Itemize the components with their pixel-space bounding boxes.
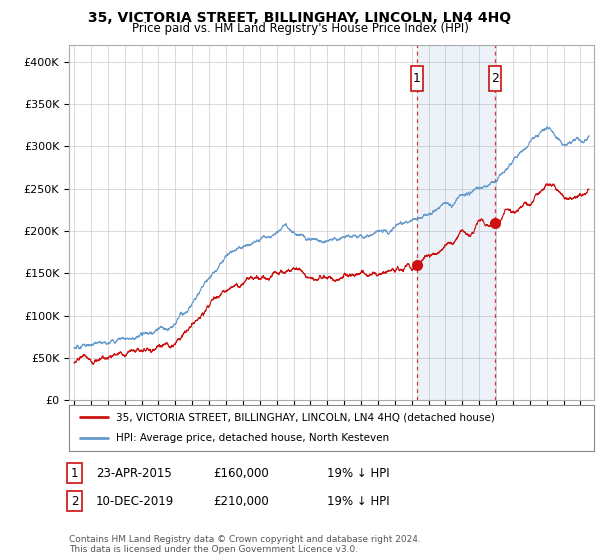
Text: 23-APR-2015: 23-APR-2015 [96, 466, 172, 480]
Text: £210,000: £210,000 [213, 494, 269, 508]
Text: 10-DEC-2019: 10-DEC-2019 [96, 494, 174, 508]
Text: 2: 2 [71, 494, 78, 508]
Bar [417, 45, 495, 400]
Text: 19% ↓ HPI: 19% ↓ HPI [327, 494, 389, 508]
Text: 1: 1 [71, 466, 78, 480]
Text: Price paid vs. HM Land Registry's House Price Index (HPI): Price paid vs. HM Land Registry's House … [131, 22, 469, 35]
Text: 35, VICTORIA STREET, BILLINGHAY, LINCOLN, LN4 4HQ (detached house): 35, VICTORIA STREET, BILLINGHAY, LINCOLN… [116, 412, 495, 422]
Text: 1: 1 [413, 72, 421, 85]
Text: HPI: Average price, detached house, North Kesteven: HPI: Average price, detached house, Nort… [116, 433, 389, 444]
Text: £160,000: £160,000 [213, 466, 269, 480]
FancyBboxPatch shape [411, 66, 422, 91]
Text: 35, VICTORIA STREET, BILLINGHAY, LINCOLN, LN4 4HQ: 35, VICTORIA STREET, BILLINGHAY, LINCOLN… [88, 11, 512, 25]
Text: Contains HM Land Registry data © Crown copyright and database right 2024.
This d: Contains HM Land Registry data © Crown c… [69, 535, 421, 554]
Text: 19% ↓ HPI: 19% ↓ HPI [327, 466, 389, 480]
FancyBboxPatch shape [490, 66, 501, 91]
Text: 2: 2 [491, 72, 499, 85]
